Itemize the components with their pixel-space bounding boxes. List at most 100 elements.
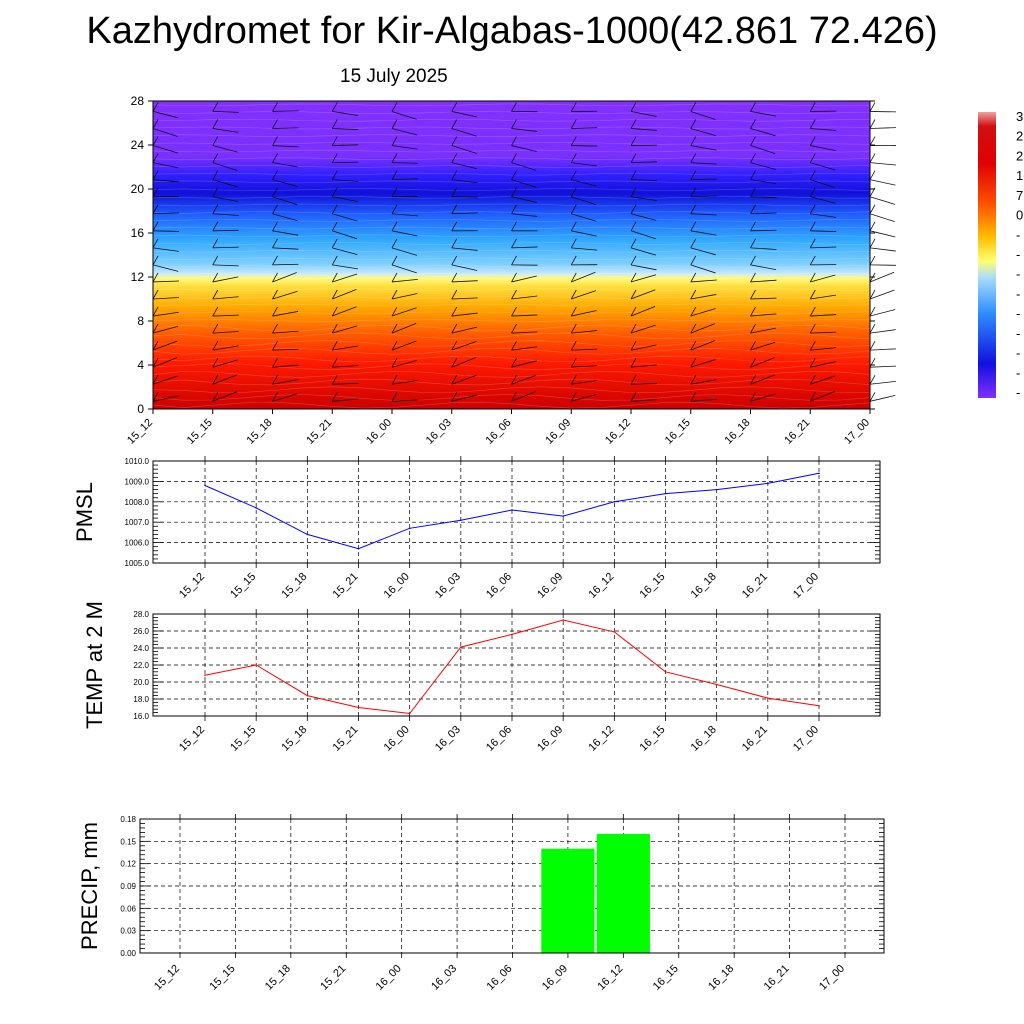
wind-barb-feather xyxy=(451,187,458,197)
contour-line xyxy=(152,371,871,378)
wind-barb xyxy=(571,271,596,283)
y-tick-label: 1006.0 xyxy=(125,539,150,548)
wind-barb-feather xyxy=(152,392,159,402)
contour-line xyxy=(152,394,871,401)
wind-barb xyxy=(690,359,716,368)
contour-line xyxy=(152,242,871,245)
wind-barb xyxy=(451,162,478,170)
wind-barb-feather xyxy=(750,375,756,385)
wind-barb-feather xyxy=(570,289,577,300)
wind-barb-feather xyxy=(451,289,458,300)
wind-barb-feather xyxy=(391,255,398,266)
wind-barb xyxy=(332,230,358,240)
wind-barb-feather xyxy=(750,170,756,180)
wind-barb xyxy=(750,212,777,215)
data-point xyxy=(408,712,411,715)
x-tick-label: 16_09 xyxy=(543,417,573,447)
wind-barb xyxy=(212,128,239,133)
wind-barb-feather xyxy=(391,289,398,300)
data-point xyxy=(408,527,411,530)
x-tick-label: 16_21 xyxy=(782,417,812,447)
wind-barb-feather xyxy=(272,136,278,146)
wind-barb-feather xyxy=(511,187,517,197)
contour-line xyxy=(152,296,871,299)
x-tick-label: 15_15 xyxy=(185,417,215,447)
x-tick-label: 17_00 xyxy=(842,417,872,447)
wind-barb-feather xyxy=(331,392,338,402)
y-tick-label: 16 xyxy=(131,226,145,240)
wind-barb-feather xyxy=(451,306,458,317)
wind-barb xyxy=(272,145,299,148)
wind-barb xyxy=(272,330,299,334)
x-tick-label: 17_00 xyxy=(791,724,821,754)
wind-barb-feather xyxy=(451,136,458,146)
wind-barb xyxy=(212,213,239,216)
y-axis-label: PMSL xyxy=(72,482,97,542)
wind-barb-feather xyxy=(511,272,517,283)
wind-barb xyxy=(511,275,537,283)
wind-barb xyxy=(571,290,597,300)
wind-barb xyxy=(869,365,896,368)
wind-barb-feather xyxy=(750,221,756,231)
wind-barb xyxy=(272,348,299,351)
wind-barb-feather xyxy=(152,340,159,351)
wind-barb-feather xyxy=(750,358,756,368)
wind-barb xyxy=(630,213,657,221)
wind-barb xyxy=(332,111,358,116)
contour-line xyxy=(152,226,871,230)
x-tick-label: 16_12 xyxy=(603,417,633,447)
colorbar-label: - xyxy=(1016,267,1020,282)
wind-barb xyxy=(571,365,598,368)
wind-barb xyxy=(451,111,478,118)
wind-barb xyxy=(511,162,537,171)
wind-barb-feather xyxy=(212,392,219,402)
wind-barb-feather xyxy=(511,102,517,112)
wind-barb xyxy=(391,278,418,283)
wind-barb xyxy=(451,280,478,283)
wind-barb-feather xyxy=(272,102,278,112)
wind-barb xyxy=(869,247,896,252)
wind-barb xyxy=(630,196,657,201)
wind-barb xyxy=(332,247,358,255)
contour-line xyxy=(152,180,871,184)
wind-barb-feather xyxy=(750,238,756,249)
wind-barb-feather xyxy=(152,136,159,146)
contour-line xyxy=(152,401,871,409)
wind-barb xyxy=(750,229,777,232)
wind-barb-feather xyxy=(212,204,219,214)
wind-barb-feather xyxy=(570,204,577,214)
wind-barb-feather xyxy=(451,340,458,351)
wind-barb-feather xyxy=(750,102,756,112)
wind-barb xyxy=(750,297,777,300)
wind-barb-feather xyxy=(750,306,756,317)
wind-barb xyxy=(750,111,777,117)
wind-barb xyxy=(571,145,598,147)
wind-barb-feather xyxy=(272,375,278,385)
wind-barb-feather xyxy=(272,187,278,197)
wind-barb-feather xyxy=(511,323,517,334)
wind-barb-feather xyxy=(391,153,398,163)
wind-barb-feather xyxy=(391,375,398,385)
wind-barb xyxy=(272,179,298,188)
wind-barb-feather xyxy=(869,170,876,180)
wind-barb xyxy=(750,393,776,402)
x-tick-label: 16_09 xyxy=(540,963,570,993)
wind-barb-feather xyxy=(331,255,338,266)
wind-barb-feather xyxy=(331,340,338,351)
wind-barb xyxy=(511,360,537,368)
wind-barb-feather xyxy=(331,170,338,180)
wind-barb xyxy=(869,348,896,351)
data-point xyxy=(818,705,820,707)
data-point xyxy=(715,488,718,491)
x-tick-label: 16_09 xyxy=(535,571,565,601)
wind-barb xyxy=(391,178,418,181)
colorbar-label: - xyxy=(1016,286,1020,301)
wind-barb-feather xyxy=(630,323,637,334)
wind-barb-feather xyxy=(331,272,338,283)
wind-barb xyxy=(212,276,239,283)
wind-barb-feather xyxy=(272,358,278,368)
wind-barb-feather xyxy=(809,102,816,112)
wind-barb-feather xyxy=(570,358,577,368)
y-tick-label: 1008.0 xyxy=(125,498,150,507)
x-tick-label: 15_18 xyxy=(263,963,293,993)
